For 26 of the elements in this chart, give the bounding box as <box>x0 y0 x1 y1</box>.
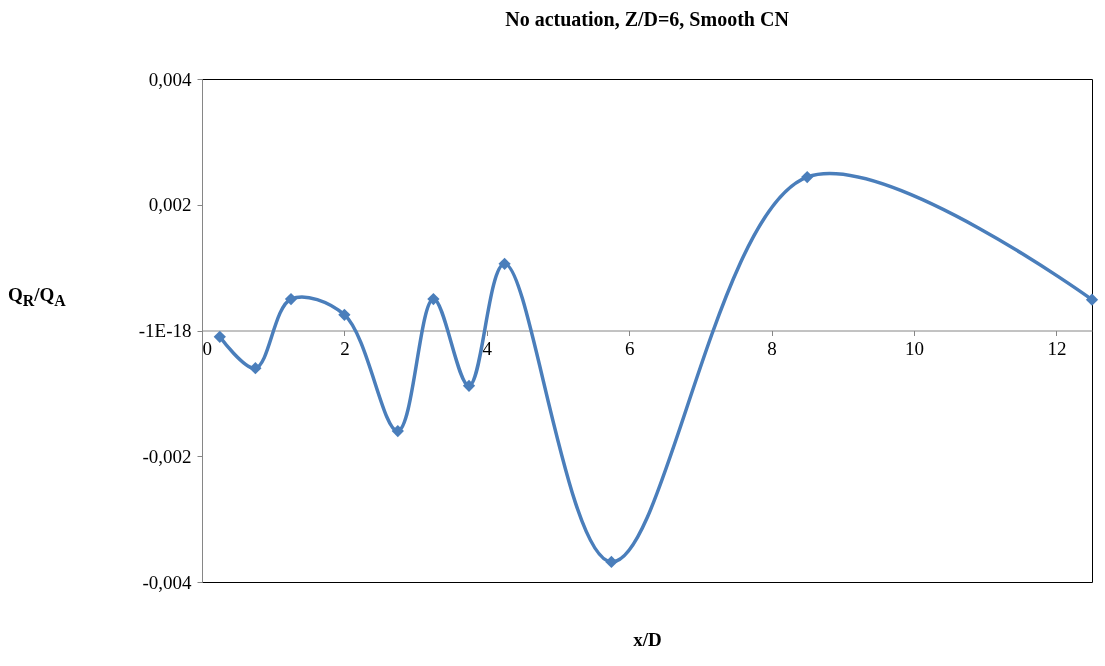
y-tick-label: -0,004 <box>142 571 192 593</box>
y-tick-label: -0,002 <box>142 445 192 467</box>
point <box>1085 293 1099 306</box>
point <box>462 379 476 392</box>
point <box>284 292 298 306</box>
y-tick-label: -1E-18 <box>138 320 192 341</box>
y-axis-title: Q$_{R}$/Q$_{A}$ <box>8 284 66 310</box>
point <box>801 170 814 184</box>
point <box>391 424 404 438</box>
point <box>213 330 226 343</box>
y-tick-label: 0,004 <box>148 68 192 90</box>
point <box>498 257 511 270</box>
x-tick-label: 2 <box>340 338 350 359</box>
x-tick-label: 6 <box>624 338 635 359</box>
point <box>338 308 351 321</box>
y-tick-label: 0,002 <box>148 194 192 216</box>
x-tick-label: 0 <box>202 338 212 359</box>
x-tick-label: 10 <box>905 338 924 359</box>
point <box>249 362 262 375</box>
x-axis-title: x/D <box>633 628 662 650</box>
point <box>427 292 440 306</box>
chart-title: No actuation, Z/D=6, Smooth CN <box>505 8 790 30</box>
point <box>605 555 618 568</box>
x-tick-label: 4 <box>482 338 493 359</box>
x-tick-label: 8 <box>767 338 777 359</box>
x-tick-label: 12 <box>1047 338 1067 359</box>
